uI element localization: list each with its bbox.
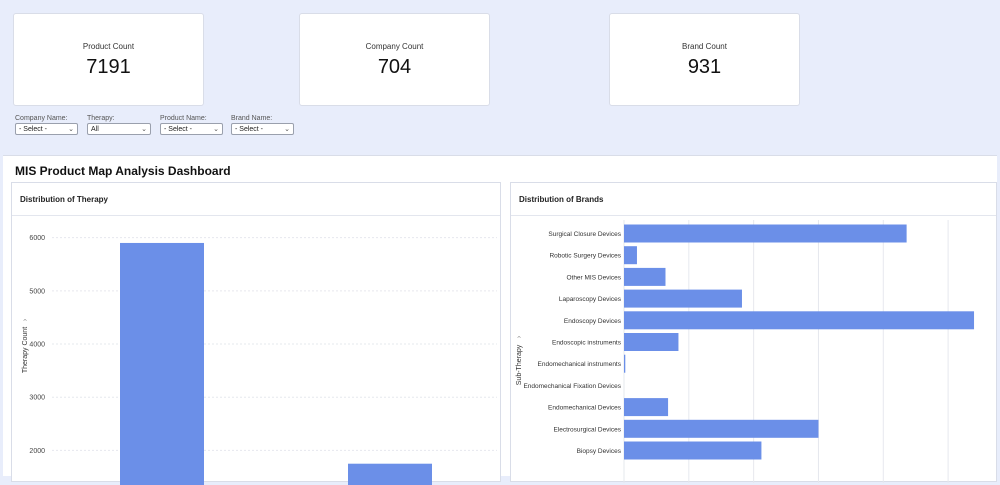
filter-therapy: Therapy: All ⌄: [87, 115, 151, 135]
y-tick-label: 2000: [29, 448, 45, 455]
y-axis-label: Sub-Therapy: [516, 344, 523, 385]
filter-company-name: Company Name: - Select - ⌄: [15, 115, 78, 135]
company-name-select[interactable]: - Select - ⌄: [15, 123, 78, 135]
category-label: Surgical Closure Devices: [548, 231, 621, 238]
brand-bar: [624, 419, 819, 438]
y-tick-label: 5000: [29, 288, 45, 295]
kpi-value: 931: [687, 56, 722, 78]
filter-brand-name: Brand Name: - Select - ⌄: [231, 115, 294, 135]
brand-bar: [624, 441, 762, 460]
brands-chart-panel: Distribution of Brands Surgical Closure …: [510, 182, 997, 483]
y-tick-label: 6000: [29, 235, 45, 242]
therapy-select[interactable]: All ⌄: [87, 123, 151, 135]
panel-divider: [12, 215, 500, 216]
brand-bar: [624, 311, 975, 330]
kpi-value: 7191: [86, 56, 131, 78]
therapy-bar: [348, 463, 432, 485]
kpi-card-brand-count: Brand Count 931: [609, 13, 800, 106]
sort-icon: ›: [516, 335, 523, 338]
brand-bar: [624, 224, 907, 243]
filter-product-name: Product Name: - Select - ⌄: [160, 115, 223, 135]
kpi-card-company-count: Company Count 704: [299, 13, 490, 106]
category-label: Endomechanical Fixation Devices: [523, 383, 621, 390]
category-label: Biopsy Devices: [577, 448, 622, 455]
y-axis-label: Therapy Count: [22, 327, 29, 373]
category-label: Endomechanical Devices: [548, 405, 622, 412]
brand-bar: [624, 246, 637, 265]
category-label: Electrosurgical Devices: [553, 426, 621, 433]
filter-label: Therapy:: [87, 115, 115, 122]
panel-title: Distribution of Therapy: [20, 195, 108, 204]
kpi-label: Product Count: [82, 42, 135, 51]
kpi-label: Brand Count: [682, 42, 727, 51]
y-tick-label: 3000: [29, 395, 45, 402]
brand-bar: [624, 289, 742, 308]
chevron-down-icon: ⌄: [141, 126, 147, 133]
y-tick-label: 4000: [29, 342, 45, 349]
therapy-bar-chart: 2000 3000 4000 5000 6000 Therapy Count ›: [22, 235, 497, 485]
filter-label: Company Name:: [15, 115, 68, 122]
filter-label: Brand Name:: [231, 115, 273, 122]
brand-bar: [624, 354, 626, 373]
filter-label: Product Name:: [160, 115, 207, 122]
page-title: MIS Product Map Analysis Dashboard: [15, 164, 231, 178]
therapy-bar: [120, 242, 204, 485]
panel-divider: [511, 215, 996, 216]
brand-bar: [624, 398, 669, 417]
category-label: Laparoscopy Devices: [559, 296, 622, 303]
kpi-label: Company Count: [365, 42, 424, 51]
category-label: Endomechanical instruments: [538, 361, 622, 368]
category-label: Endoscopy Devices: [564, 318, 622, 325]
kpi-value: 704: [377, 56, 412, 78]
product-name-select[interactable]: - Select - ⌄: [160, 123, 223, 135]
brand-bar: [624, 267, 666, 286]
brand-name-select[interactable]: - Select - ⌄: [231, 123, 294, 135]
chevron-down-icon: ⌄: [284, 126, 290, 133]
chevron-down-icon: ⌄: [68, 126, 74, 133]
brand-bar: [624, 333, 679, 351]
brands-bar-chart: Surgical Closure Devices Robotic Surgery …: [516, 220, 975, 483]
chevron-down-icon: ⌄: [213, 126, 219, 133]
panel-title: Distribution of Brands: [519, 195, 604, 204]
category-label: Robotic Surgery Devices: [549, 253, 621, 260]
therapy-chart-panel: Distribution of Therapy 2000 3000 4000 5000…: [11, 182, 501, 485]
category-label: Endoscopic instruments: [552, 340, 622, 347]
kpi-card-product-count: Product Count 7191: [13, 13, 204, 106]
dashboard-container: MIS Product Map Analysis Dashboard Distr…: [3, 155, 997, 485]
category-label: Other MIS Devices: [566, 274, 621, 281]
sort-icon: ›: [22, 318, 29, 321]
